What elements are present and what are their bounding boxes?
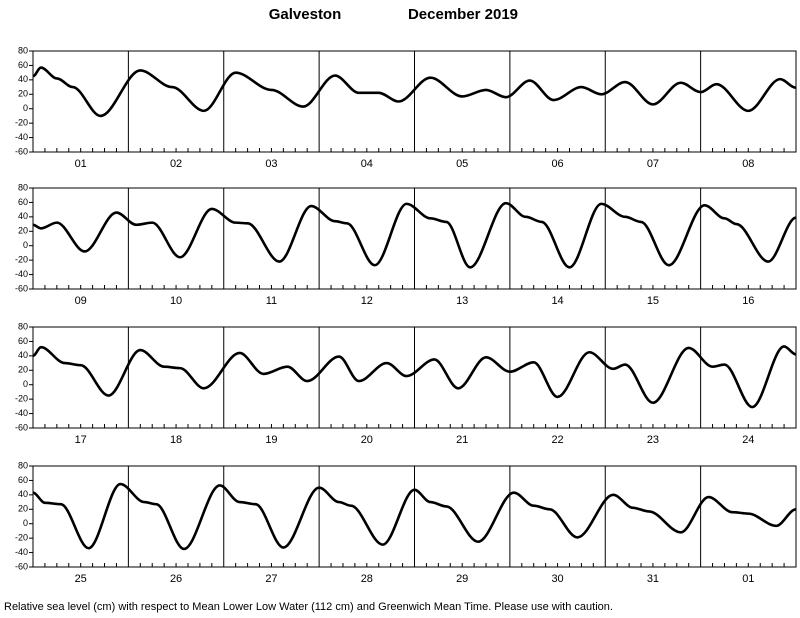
- day-label: 20: [361, 434, 373, 446]
- y-tick-label: -20: [15, 533, 28, 543]
- y-tick-label: -40: [15, 408, 28, 418]
- tide-line: [32, 201, 797, 269]
- y-tick-label: 80: [18, 182, 28, 192]
- y-tick-label: 60: [18, 197, 28, 207]
- day-label: 13: [456, 295, 468, 307]
- day-label: 16: [742, 295, 754, 307]
- day-label: 22: [551, 434, 563, 446]
- day-label: 14: [551, 295, 563, 307]
- day-label: 28: [361, 573, 373, 585]
- y-tick-label: 20: [18, 89, 28, 99]
- day-label: 07: [647, 158, 659, 170]
- y-tick-label: 60: [18, 336, 28, 346]
- y-tick-label: -60: [15, 561, 28, 571]
- y-tick-label: -60: [15, 146, 28, 156]
- day-label: 10: [170, 295, 182, 307]
- day-label: 09: [75, 295, 87, 307]
- y-tick-label: 80: [18, 45, 28, 55]
- y-tick-label: -20: [15, 394, 28, 404]
- y-tick-label: 20: [18, 226, 28, 236]
- day-label: 27: [265, 573, 277, 585]
- day-label: 06: [551, 158, 563, 170]
- y-tick-label: 0: [23, 240, 28, 250]
- day-label: 24: [742, 434, 754, 446]
- period-title: December 2019: [408, 6, 518, 23]
- day-label: 23: [647, 434, 659, 446]
- y-tick-label: -40: [15, 269, 28, 279]
- y-tick-label: -20: [15, 118, 28, 128]
- day-label: 19: [265, 434, 277, 446]
- day-label: 25: [75, 573, 87, 585]
- day-label: 30: [551, 573, 563, 585]
- tide-line: [32, 66, 797, 118]
- y-tick-label: 20: [18, 504, 28, 514]
- y-tick-label: 80: [18, 460, 28, 470]
- y-tick-label: 0: [23, 103, 28, 113]
- day-label: 26: [170, 573, 182, 585]
- day-label: 31: [647, 573, 659, 585]
- y-tick-label: -60: [15, 283, 28, 293]
- y-tick-label: 60: [18, 475, 28, 485]
- y-tick-label: -60: [15, 422, 28, 432]
- tide-line: [32, 345, 797, 409]
- footnote: Relative sea level (cm) with respect to …: [4, 601, 613, 613]
- station-title: Galveston: [269, 6, 342, 23]
- day-label: 18: [170, 434, 182, 446]
- tide-line: [32, 482, 797, 551]
- y-tick-label: 60: [18, 60, 28, 70]
- day-label: 01: [75, 158, 87, 170]
- day-label: 02: [170, 158, 182, 170]
- day-label: 11: [266, 295, 277, 307]
- y-tick-label: 20: [18, 365, 28, 375]
- y-tick-label: 0: [23, 518, 28, 528]
- day-label: 01: [742, 573, 754, 585]
- y-tick-label: -40: [15, 132, 28, 142]
- day-label: 04: [361, 158, 373, 170]
- y-tick-label: -20: [15, 255, 28, 265]
- day-label: 08: [742, 158, 754, 170]
- day-label: 21: [456, 434, 468, 446]
- y-tick-label: 80: [18, 321, 28, 331]
- y-tick-label: 0: [23, 379, 28, 389]
- day-label: 05: [456, 158, 468, 170]
- y-tick-label: 40: [18, 211, 28, 221]
- day-label: 17: [75, 434, 87, 446]
- y-tick-label: 40: [18, 350, 28, 360]
- y-tick-label: 40: [18, 489, 28, 499]
- day-label: 12: [361, 295, 373, 307]
- y-tick-label: -40: [15, 547, 28, 557]
- y-tick-label: 40: [18, 74, 28, 84]
- day-label: 29: [456, 573, 468, 585]
- day-label: 15: [647, 295, 659, 307]
- day-label: 03: [265, 158, 277, 170]
